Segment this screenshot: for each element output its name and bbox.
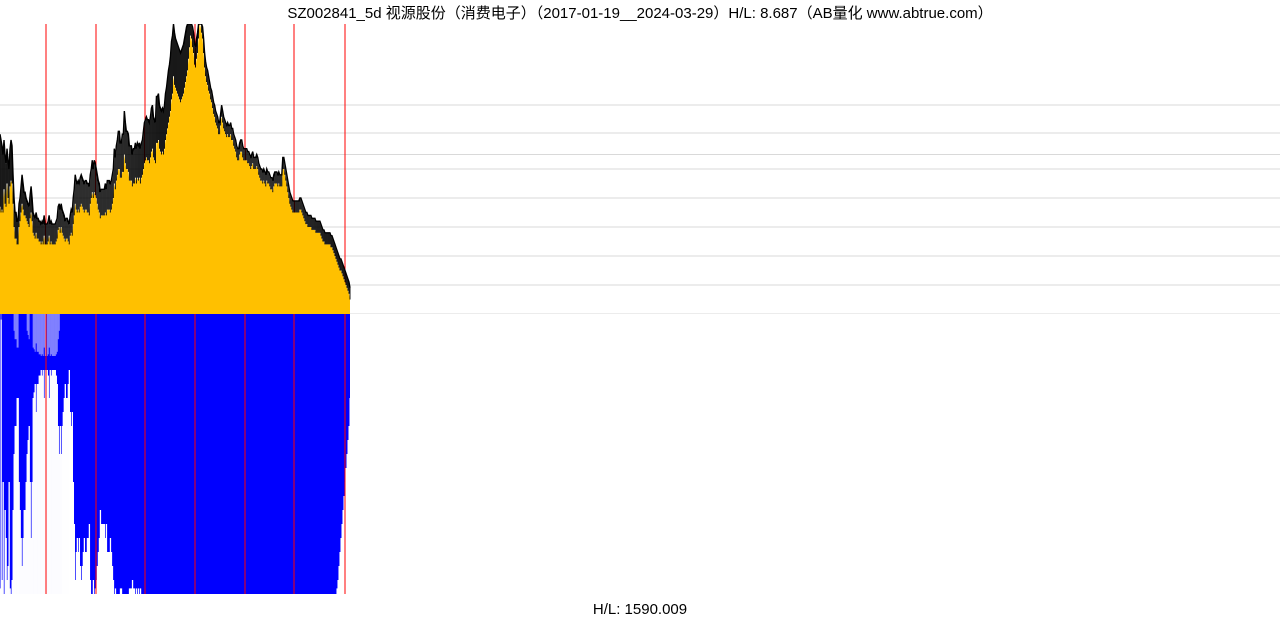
chart-title: SZ002841_5d 视源股份（消费电子）（2017-01-19__2024-…	[0, 2, 1280, 23]
price-panel	[0, 24, 1280, 314]
chart-subtitle: H/L: 1590.009	[0, 601, 1280, 618]
volume-panel	[0, 314, 1280, 594]
